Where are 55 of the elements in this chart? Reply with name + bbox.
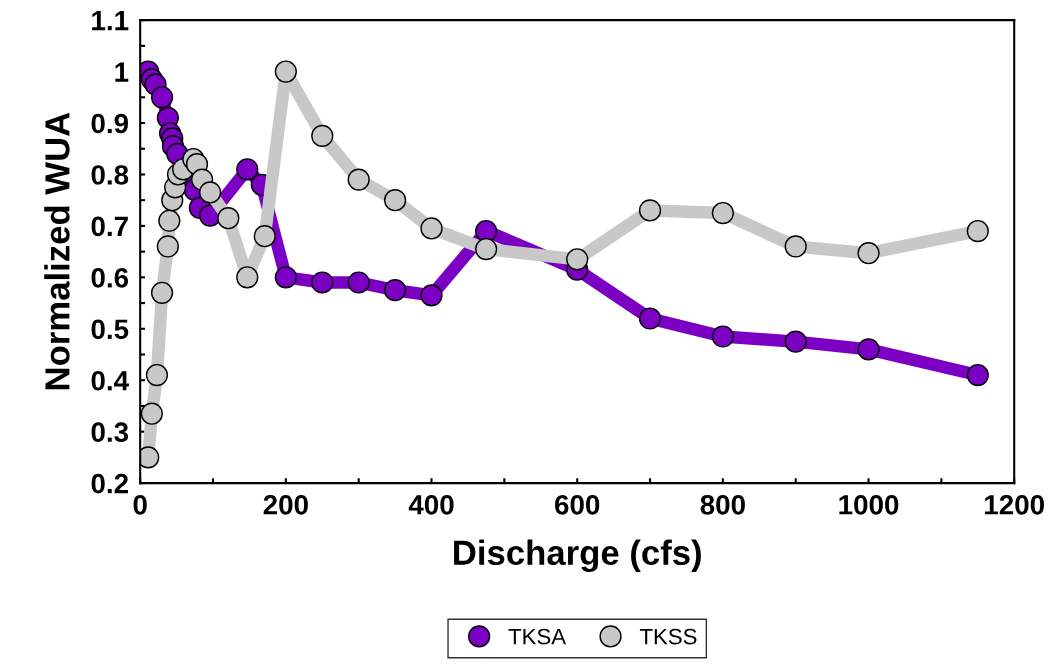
y-tick-label: 0.9 [91,113,129,134]
y-tick-label: 0.2 [91,473,128,494]
y-tick-label: 0.8 [91,165,129,185]
y-axis-title: Normalized WUA [44,112,70,390]
point [253,225,276,248]
y-tick-label: 0.4 [91,370,129,391]
x-tick-label: 1200 [985,494,1044,515]
y-tick-label: 0.7 [91,216,128,237]
y-tick-label: 0.5 [91,319,129,340]
point [236,158,259,181]
point [140,402,163,425]
point [420,284,443,307]
x-axis-title: Discharge (cfs) [454,539,701,573]
point [150,281,174,304]
x-tick-label: 0 [133,494,147,515]
point [383,189,407,212]
x-tick-label: 800 [700,494,745,515]
legend-label: TKSS [639,628,697,645]
point [784,235,807,258]
point [150,86,174,109]
x-tick-label: 400 [408,494,454,515]
point [274,266,297,289]
point [347,271,370,294]
point [566,248,589,271]
point [145,363,169,387]
point [217,207,240,230]
y-tick-label: 1.1 [92,11,129,31]
point [347,168,370,191]
point [420,217,443,240]
y-tick-label: 0.3 [91,422,129,443]
point [711,201,734,225]
point [475,237,498,261]
y-tick-label: 1 [115,62,129,82]
point [784,330,807,353]
point [311,124,334,147]
point [198,181,222,204]
point [638,199,662,222]
point [857,338,880,361]
point [236,266,259,289]
x-tick-label: 1000 [839,494,899,515]
y-tick-label: 0.6 [91,268,129,288]
point [966,219,989,243]
point [966,363,989,387]
point [274,60,297,83]
point [711,325,734,348]
point [857,242,880,265]
point [158,209,181,232]
legend-label: TKSA [508,628,567,645]
point [638,307,662,330]
x-tick-label: 200 [263,494,308,515]
point [475,219,498,243]
point [383,279,407,302]
point [311,271,334,294]
x-tick-label: 600 [555,494,600,515]
point [156,235,179,258]
